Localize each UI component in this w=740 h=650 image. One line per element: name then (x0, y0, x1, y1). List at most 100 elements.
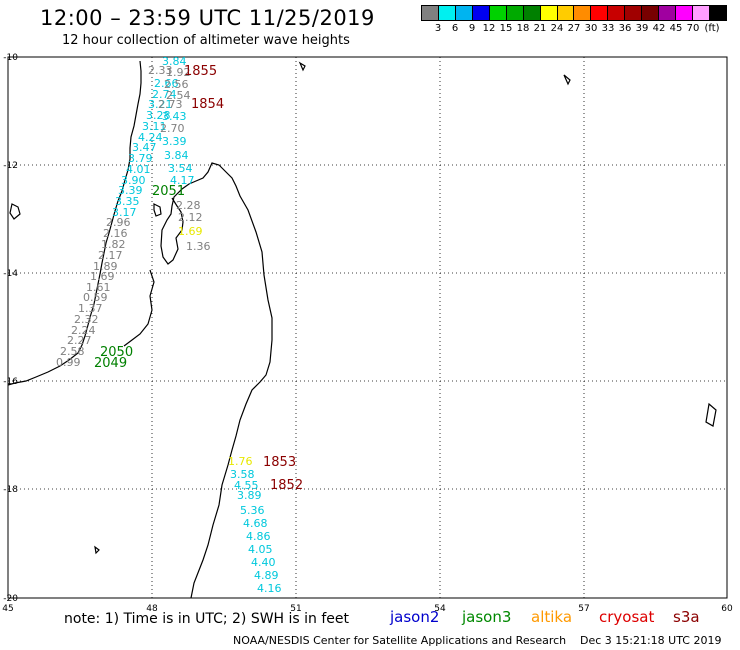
swh-value: 1.89 (93, 260, 118, 273)
legend-label: 9 (468, 23, 476, 34)
legend-label: 21 (533, 23, 547, 34)
legend-swatch (438, 6, 456, 20)
swh-value: 4.16 (257, 582, 282, 595)
legend-swatch (642, 6, 660, 20)
longitude-tick-label: 51 (290, 604, 301, 614)
swh-value: 1.61 (86, 281, 111, 294)
longitude-tick-label: 60 (721, 604, 733, 614)
swh-value: 2.58 (60, 345, 85, 358)
legend-labels: 3 6 9 12 15 18 21 24 27 30 33 36 39 42 45 70 (ft) (421, 21, 727, 35)
swh-value: 2.74 (152, 88, 177, 101)
credit-line: NOAA/NESDIS Center for Satellite Applica… (233, 634, 567, 647)
legend-label: 3 (434, 23, 442, 34)
swh-value: 1.69 (178, 225, 203, 238)
legend-swatch (557, 6, 575, 20)
swh-value: 1.36 (186, 240, 211, 253)
latitude-tick-label: -18 (3, 485, 18, 495)
coast-inlet (123, 269, 155, 347)
legend-label: 6 (451, 23, 459, 34)
longitude-tick-label: 54 (434, 604, 446, 614)
swh-value: 3.89 (237, 489, 262, 502)
legend-swatches (421, 5, 727, 21)
legend-swatch (523, 6, 541, 20)
legend-swatch (455, 6, 473, 20)
legend-label: 70 (686, 23, 700, 34)
generation-timestamp: Dec 3 15:21:18 UTC 2019 (580, 634, 722, 647)
legend-swatch (472, 6, 490, 20)
color-scale-legend: 3 6 9 12 15 18 21 24 27 30 33 36 39 42 45 70 (ft) (421, 5, 727, 41)
legend-swatch (676, 6, 693, 20)
longitude-tick-label: 57 (578, 604, 589, 614)
mozambique-coastline (7, 60, 142, 386)
page-title: 12:00 – 23:59 UTC 11/25/2019 (40, 6, 375, 30)
legend-label: 24 (550, 23, 564, 34)
latitude-tick-label: -10 (3, 53, 18, 63)
swh-value: 3.58 (230, 468, 255, 481)
swh-value: 3.43 (162, 110, 187, 123)
swh-value: 5.36 (240, 504, 265, 517)
legend-label: 27 (567, 23, 581, 34)
legend-label: 15 (499, 23, 513, 34)
satellite-legend-item: cryosat (599, 608, 655, 626)
swh-value: 3.84 (162, 55, 187, 68)
swh-value: 4.17 (170, 174, 195, 187)
satellite-legend-item: altika (531, 608, 573, 626)
swh-value: 4.24 (138, 131, 163, 144)
legend-label: 33 (601, 23, 615, 34)
madagascar-coastline (160, 162, 273, 599)
latitude-tick-label: -14 (3, 269, 18, 279)
swh-value: 2.70 (160, 122, 185, 135)
track-time-label: 1854 (191, 97, 224, 112)
swh-value: 1.92 (166, 66, 191, 79)
legend-label: 36 (618, 23, 632, 34)
track-time-label: 1855 (184, 64, 217, 79)
small-island-north (298, 61, 306, 72)
swh-value: 0.59 (83, 291, 108, 304)
legend-swatch (608, 6, 626, 20)
page-subtitle: 12 hour collection of altimeter wave hei… (62, 33, 350, 48)
swh-value: 2.73 (158, 98, 183, 111)
swh-value: 3.17 (112, 206, 137, 219)
swh-value: 2.16 (103, 227, 128, 240)
map-frame (7, 56, 728, 599)
legend-swatch (506, 6, 524, 20)
swh-value: 2.27 (67, 334, 92, 347)
swh-value: 3.39 (118, 184, 143, 197)
swh-value: 3.79 (128, 152, 153, 165)
swh-value: 0.99 (56, 356, 81, 369)
lat-lon-grid (8, 57, 727, 598)
small-island-east (705, 402, 717, 427)
legend-swatch (574, 6, 592, 20)
swh-value: 2.17 (98, 249, 123, 262)
latitude-tick-label: -20 (3, 594, 18, 604)
longitude-tick-label: 48 (146, 604, 158, 614)
swh-value: 1.76 (228, 455, 253, 468)
legend-label: 42 (652, 23, 666, 34)
legend-label: 45 (669, 23, 683, 34)
swh-value: 4.05 (248, 543, 273, 556)
swh-value: 4.40 (251, 556, 276, 569)
swh-value: 2.32 (74, 313, 99, 326)
track-time-label: 2051 (152, 184, 185, 199)
swh-value: 3.90 (121, 174, 146, 187)
latitude-tick-label: -16 (3, 377, 18, 387)
swh-value: 1.69 (90, 270, 115, 283)
swh-value: 2.66 (154, 77, 179, 90)
legend-swatch (659, 6, 677, 20)
coastline (7, 60, 717, 599)
longitude-tick-label: 45 (2, 604, 13, 614)
small-island-west (9, 203, 21, 220)
legend-swatch (591, 6, 609, 20)
legend-swatch (422, 6, 439, 20)
legend-swatch (540, 6, 558, 20)
swh-value: 1.82 (101, 238, 126, 251)
swh-value: 2.54 (166, 89, 191, 102)
latitude-tick-label: -12 (3, 161, 18, 171)
satellite-legend-item: jason3 (462, 608, 512, 626)
swh-value: 3.35 (115, 195, 140, 208)
swh-value: 1.37 (78, 302, 103, 315)
legend-swatch (693, 6, 710, 20)
legend-swatch (625, 6, 643, 20)
swh-value: 2.12 (178, 211, 203, 224)
